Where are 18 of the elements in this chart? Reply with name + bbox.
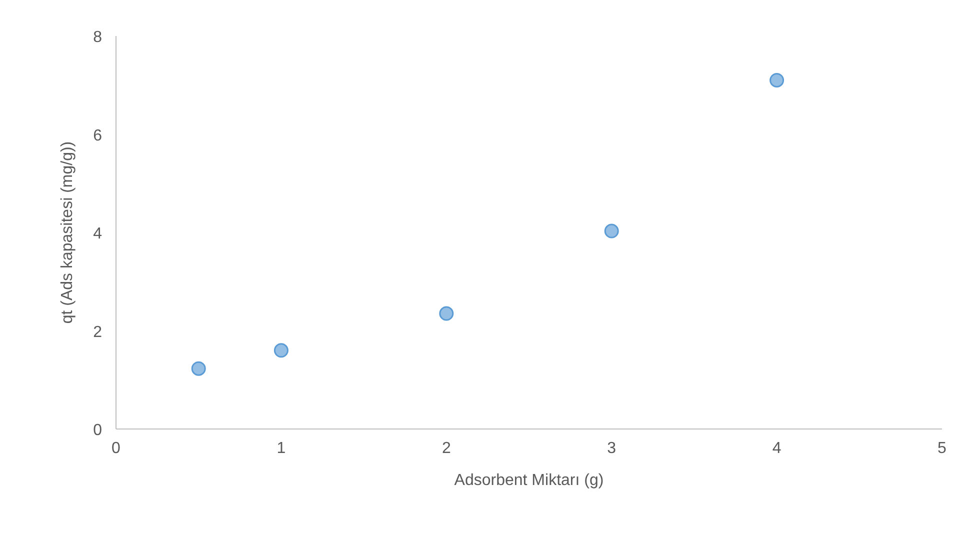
- x-tick-label: 1: [276, 440, 286, 457]
- point: [191, 361, 206, 376]
- x-tick-label: 5: [938, 440, 947, 457]
- x-tick-label: 0: [112, 440, 121, 457]
- x-tick-label: 4: [772, 440, 782, 457]
- point: [770, 72, 784, 88]
- point: [604, 224, 619, 238]
- point: [274, 343, 288, 358]
- y-tick-label: 8: [93, 29, 102, 46]
- y-tick-label: 4: [93, 226, 102, 242]
- y-axis-title: qt (Ads kapasitesi (mg/g)): [59, 141, 76, 324]
- x-tick-label: 2: [442, 440, 451, 457]
- x-axis-title: Adsorbent Miktarı (g): [454, 472, 604, 489]
- y-tick-label: 6: [93, 127, 102, 144]
- point: [439, 306, 454, 321]
- x-tick-label: 3: [607, 440, 616, 457]
- y-tick-label: 2: [93, 324, 102, 341]
- y-tick-label: 0: [93, 422, 102, 439]
